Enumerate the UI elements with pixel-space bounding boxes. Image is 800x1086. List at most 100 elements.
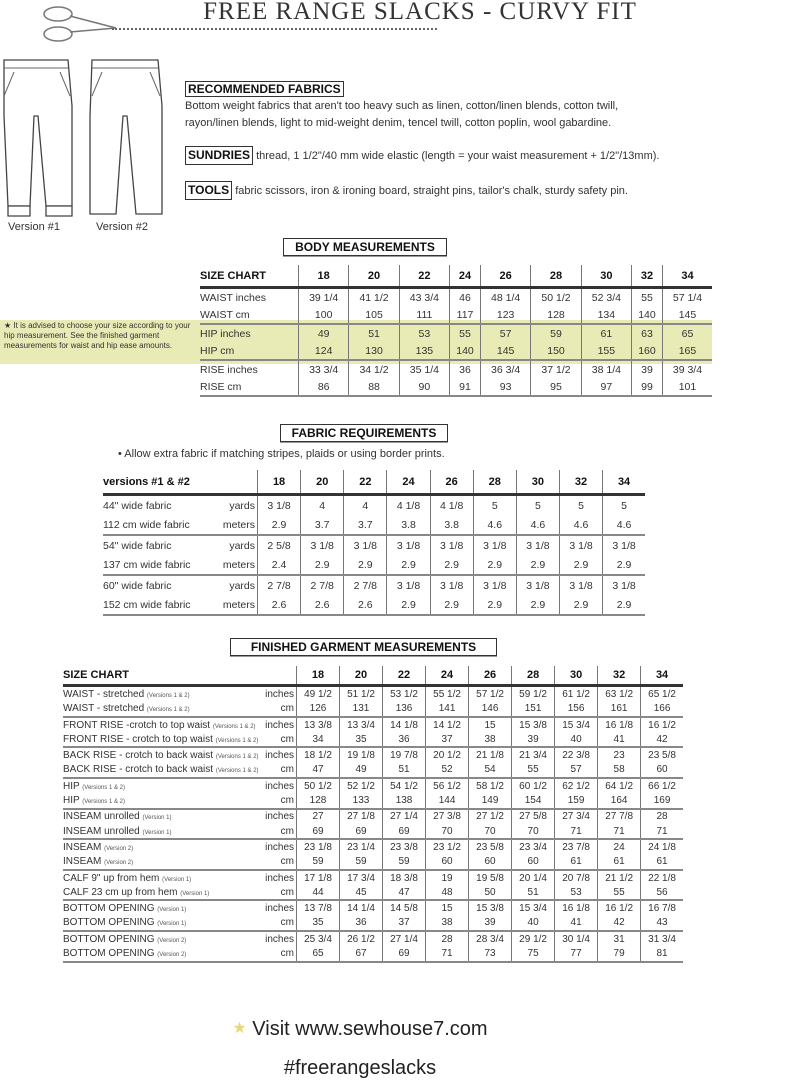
value-cell: 59 1/2 — [511, 685, 555, 702]
value-cell: 36 3/4 — [479, 360, 531, 378]
row-unit: cm — [280, 795, 294, 807]
value-cell: 164 — [597, 793, 641, 810]
table-row: FRONT RISE -crotch to top waist (Version… — [63, 716, 683, 733]
value-cell: 17 1/8 — [295, 869, 340, 886]
value-cell: 39 3/4 — [661, 360, 712, 378]
row-label: INSEAM unrolled (Version 1) cm — [63, 823, 297, 841]
finished-garment-table: SIZE CHART 18 20 22 24 26 28 30 32 34 WAIST - stre… — [63, 666, 683, 963]
value-cell: 71 — [640, 823, 683, 841]
value-cell: 65 — [295, 946, 340, 963]
value-cell: 151 — [511, 701, 555, 718]
row-unit: inches — [265, 933, 294, 945]
value-cell: 15 — [425, 900, 469, 916]
value-cell: 22 1/8 — [640, 869, 683, 886]
value-cell: 70 — [511, 823, 555, 841]
value-cell: 128 — [530, 306, 582, 325]
value-cell: 36 — [339, 915, 383, 933]
row-label-text: RISE inches — [200, 363, 258, 376]
value-cell: 52 1/2 — [339, 778, 383, 794]
value-cell: 47 — [382, 885, 426, 902]
value-cell: 18 1/2 — [295, 747, 340, 763]
value-cell: 14 1/2 — [425, 716, 469, 733]
value-cell: 38 — [425, 915, 469, 933]
value-cell: 60 — [511, 854, 555, 871]
value-cell: 23 3/4 — [511, 839, 555, 855]
table-row: INSEAM (Version 2) inches 23 1/8 23 1/4 23 3… — [63, 839, 683, 855]
value-cell: 27 1/2 — [468, 808, 512, 824]
row-label: 112 cm wide fabric meters — [103, 515, 258, 536]
value-cell: 4.6 — [558, 515, 603, 536]
value-cell: 34 — [295, 732, 340, 749]
value-cell: 159 — [554, 793, 598, 810]
value-cell: 21 1/8 — [468, 747, 512, 763]
row-label-text: 44" wide fabric — [103, 499, 172, 512]
value-cell: 154 — [511, 793, 555, 810]
value-cell: 60 — [468, 854, 512, 871]
value-cell: 150 — [530, 342, 582, 361]
value-cell: 20 7/8 — [554, 869, 598, 886]
value-cell: 36 — [382, 732, 426, 749]
value-cell: 17 3/4 — [339, 869, 383, 886]
row-version-note: (Versions 1 & 2) — [146, 692, 190, 699]
value-cell: 27 3/4 — [554, 808, 598, 824]
value-cell: 145 — [479, 342, 531, 361]
value-cell: 3 1/8 — [558, 575, 603, 595]
value-cell: 64 1/2 — [597, 778, 641, 794]
value-cell: 16 1/2 — [597, 900, 641, 916]
value-cell: 101 — [661, 378, 712, 397]
title-divider — [112, 28, 437, 30]
sundries-section: SUNDRIES thread, 1 1/2"/40 mm wide elast… — [185, 146, 795, 165]
recommended-fabrics-section: RECOMMENDED FABRICS Bottom weight fabric… — [185, 80, 795, 132]
row-label-text: WAIST - stretched — [63, 703, 145, 715]
size-header: 18 — [256, 470, 301, 496]
value-cell: 27 1/4 — [382, 931, 426, 947]
row-label: HIP inches — [200, 324, 299, 342]
row-version-note: (Version 2) — [104, 860, 134, 867]
value-cell: 3 1/8 — [429, 535, 474, 555]
value-cell: 130 — [348, 342, 400, 361]
row-unit: cm — [280, 733, 294, 745]
fabric-requirements-table: versions #1 & #2 18 20 22 24 26 28 30 32 34 44" wi… — [103, 470, 645, 616]
row-label: WAIST - stretched (Versions 1 & 2) inches — [63, 686, 297, 702]
size-header: 34 — [602, 470, 645, 496]
value-cell: 40 — [511, 915, 555, 933]
value-cell: 54 1/2 — [382, 778, 426, 794]
value-cell: 69 — [382, 823, 426, 841]
value-cell: 30 1/4 — [554, 931, 598, 947]
table-row: CALF 23 cm up from hem (Version 1) cm 44 45… — [63, 885, 683, 902]
value-cell: 55 — [449, 324, 481, 342]
recommended-fabrics-heading: RECOMMENDED FABRICS — [185, 81, 344, 97]
value-cell: 14 1/4 — [339, 900, 383, 916]
value-cell: 13 7/8 — [295, 900, 340, 916]
row-label-text: FRONT RISE - crotch to top waist — [63, 733, 213, 745]
tools-section: TOOLS fabric scissors, iron & ironing bo… — [185, 181, 795, 200]
value-cell: 4 1/8 — [429, 494, 474, 515]
value-cell: 41 1/2 — [348, 287, 400, 306]
value-cell: 5 — [558, 494, 603, 515]
size-header: 24 — [386, 470, 431, 496]
table-row: HIP (Versions 1 & 2) inches 50 1/2 52 1/2 54… — [63, 778, 683, 794]
value-cell: 47 — [295, 762, 340, 780]
table-row: INSEAM unrolled (Version 1) cm 69 69 69 70 70 7… — [63, 823, 683, 841]
row-label-text: BOTTOM OPENING — [63, 903, 155, 915]
value-cell: 18 3/8 — [382, 869, 426, 886]
value-cell: 41 — [554, 915, 598, 933]
row-version-note: (Versions 1 & 2) — [82, 784, 125, 791]
value-cell: 53 — [554, 885, 598, 902]
size-header: 28 — [472, 470, 517, 496]
value-cell: 4 1/8 — [386, 494, 431, 515]
value-cell: 24 — [597, 839, 641, 855]
value-cell: 99 — [631, 378, 663, 397]
fabric-requirements-title: FABRIC REQUIREMENTS — [280, 424, 448, 442]
row-version-note: (Version 2) — [104, 845, 134, 852]
row-unit: cm — [280, 825, 294, 837]
row-unit: inches — [265, 688, 294, 700]
value-cell: 2.9 — [472, 595, 517, 616]
row-label: BOTTOM OPENING (Version 2) cm — [63, 946, 297, 963]
row-unit: inches — [265, 719, 294, 731]
value-cell: 2 5/8 — [256, 535, 301, 555]
table-row: 54" wide fabric yards 2 5/8 3 1/8 3 1/8 3 1/8… — [103, 535, 645, 555]
value-cell: 71 — [554, 823, 598, 841]
value-cell: 56 — [640, 885, 683, 902]
row-label-text: HIP cm — [200, 344, 235, 357]
